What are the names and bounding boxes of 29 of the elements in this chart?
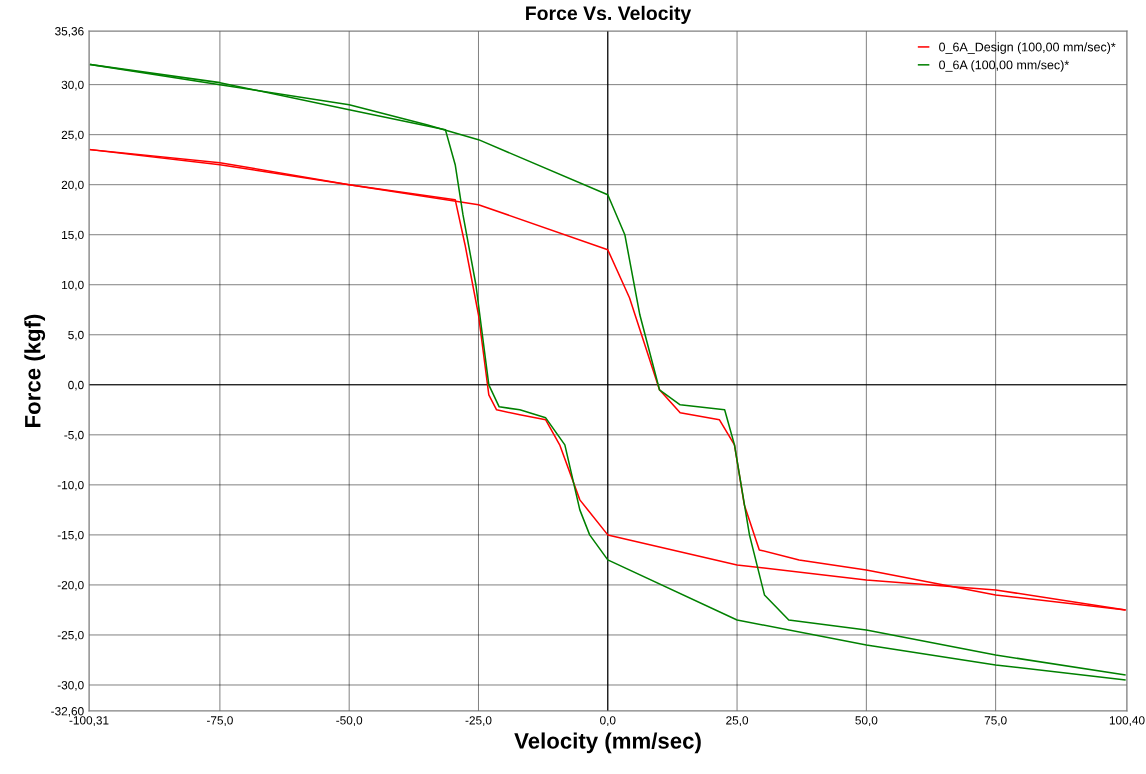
y-tick-label: 0,0 (68, 380, 84, 391)
y-tick-label: -30,0 (57, 681, 84, 691)
x-tick-label: -75,0 (206, 716, 233, 726)
y-tick-label: 30,0 (61, 80, 84, 91)
y-tick-label: 25,0 (61, 130, 84, 141)
y-tick-label: 15,0 (62, 230, 84, 241)
y-tick-label: -25,0 (57, 630, 84, 641)
x-tick-label: -25,0 (465, 716, 492, 726)
legend-label: 0_6A (100,00 mm/sec)* (939, 60, 1070, 72)
y-tick-label: -5,0 (64, 430, 84, 441)
x-tick-label: 100,40 (1109, 716, 1145, 726)
x-tick-label: 0,0 (600, 716, 616, 726)
x-tick-label: 50,0 (855, 716, 878, 726)
y-tick-label: 5,0 (68, 330, 84, 341)
x-tick-label: -50,0 (336, 716, 363, 726)
x-axis-title: Velocity (mm/sec) (514, 732, 701, 754)
y-tick-label: 20,0 (61, 180, 84, 191)
y-axis-title: Force (kgf) (24, 314, 46, 427)
y-tick-label: -15,0 (57, 530, 84, 541)
y-tick-label: -20,0 (57, 580, 84, 591)
x-tick-label: 75,0 (984, 716, 1007, 726)
y-tick-label: 35,36 (55, 27, 84, 37)
x-tick-label: -100,31 (69, 716, 109, 726)
y-tick-label: -32,60 (51, 707, 84, 717)
y-tick-label: 10,0 (62, 280, 84, 291)
x-tick-label: 25,0 (726, 716, 749, 726)
y-tick-label: -10,0 (57, 480, 84, 491)
legend-label: 0_6A_Design (100,00 mm/sec)* (939, 42, 1116, 54)
chart-title: Force Vs. Velocity (526, 5, 692, 24)
